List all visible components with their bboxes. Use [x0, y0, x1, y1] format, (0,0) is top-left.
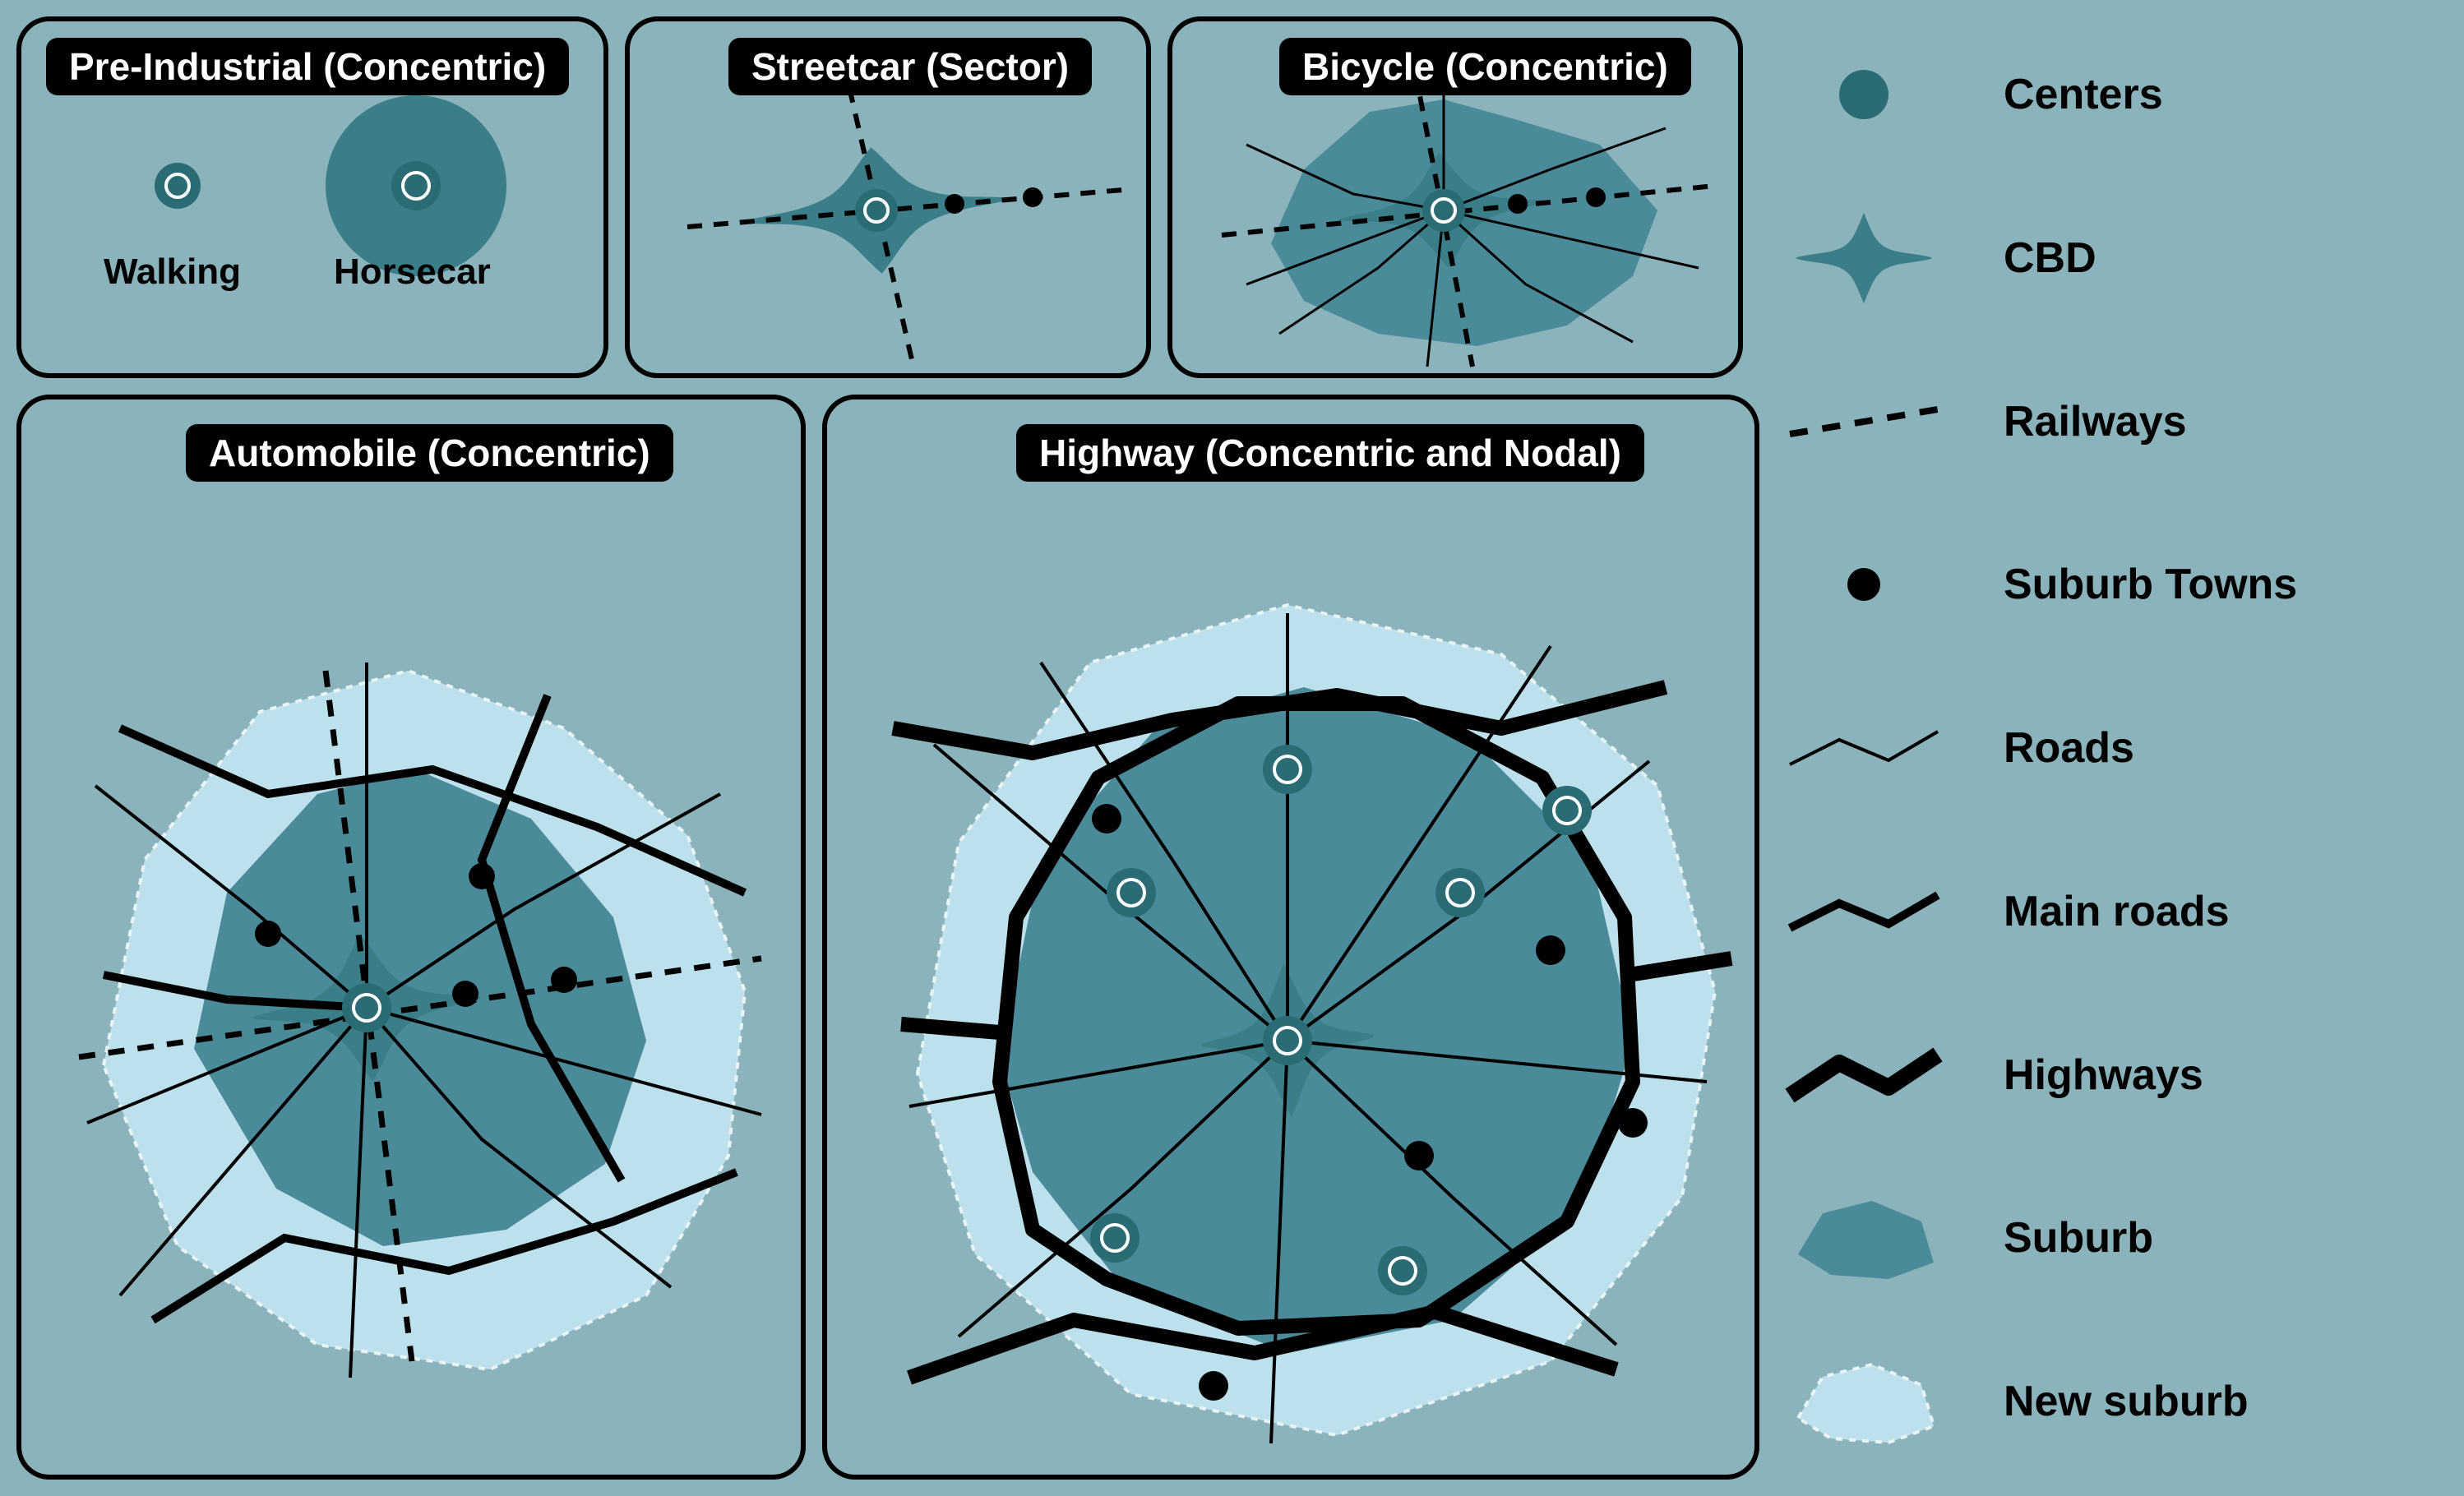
title-automobile: Automobile (Concentric) — [186, 424, 673, 482]
legend: Centers CBD Railways Suburb Towns Roads … — [1773, 25, 2431, 1471]
legend-label-main-roads: Main roads — [2004, 887, 2230, 936]
title-streetcar: Streetcar (Sector) — [728, 38, 1092, 95]
railways-icon — [1773, 368, 1954, 475]
legend-row-roads: Roads — [1773, 695, 2431, 801]
legend-row-new-suburb: New suburb — [1773, 1348, 2431, 1455]
sublabel-walking: Walking — [104, 252, 241, 293]
cbd-icon — [1773, 205, 1954, 312]
sublabel-horsecar: Horsecar — [334, 252, 491, 293]
new-suburb-icon — [1773, 1348, 1954, 1455]
legend-label-centers: Centers — [2004, 70, 2163, 119]
title-highway: Highway (Concentric and Nodal) — [1016, 424, 1644, 482]
panel-automobile: Automobile (Concentric) — [16, 395, 806, 1480]
roads-icon — [1773, 695, 1954, 801]
suburb-towns-icon — [1773, 531, 1954, 638]
legend-row-centers: Centers — [1773, 41, 2431, 148]
title-preindustrial: Pre-Industrial (Concentric) — [46, 38, 569, 95]
highways-icon — [1773, 1022, 1954, 1129]
title-bicycle: Bicycle (Concentric) — [1279, 38, 1691, 95]
legend-row-railways: Railways — [1773, 368, 2431, 475]
legend-row-highways: Highways — [1773, 1022, 2431, 1129]
legend-row-suburb-towns: Suburb Towns — [1773, 531, 2431, 638]
suburb-icon — [1773, 1184, 1954, 1291]
centers-icon — [1773, 41, 1954, 148]
legend-label-suburb: Suburb — [2004, 1213, 2153, 1263]
legend-row-cbd: CBD — [1773, 205, 2431, 312]
legend-label-cbd: CBD — [2004, 233, 2096, 283]
legend-row-main-roads: Main roads — [1773, 858, 2431, 965]
legend-row-suburb: Suburb — [1773, 1184, 2431, 1291]
legend-label-railways: Railways — [2004, 397, 2187, 446]
legend-label-new-suburb: New suburb — [2004, 1377, 2249, 1426]
panel-highway: Highway (Concentric and Nodal) — [822, 395, 1759, 1480]
legend-label-suburb-towns: Suburb Towns — [2004, 560, 2297, 609]
main-roads-icon — [1773, 858, 1954, 965]
panel-bicycle: Bicycle (Concentric) — [1167, 16, 1743, 378]
legend-label-roads: Roads — [2004, 723, 2134, 773]
panel-preindustrial: Pre-Industrial (Concentric) Walking Hors… — [16, 16, 608, 378]
legend-label-highways: Highways — [2004, 1050, 2203, 1100]
highway-svg — [827, 399, 1764, 1484]
panel-streetcar: Streetcar (Sector) — [625, 16, 1151, 378]
automobile-svg — [21, 399, 811, 1484]
